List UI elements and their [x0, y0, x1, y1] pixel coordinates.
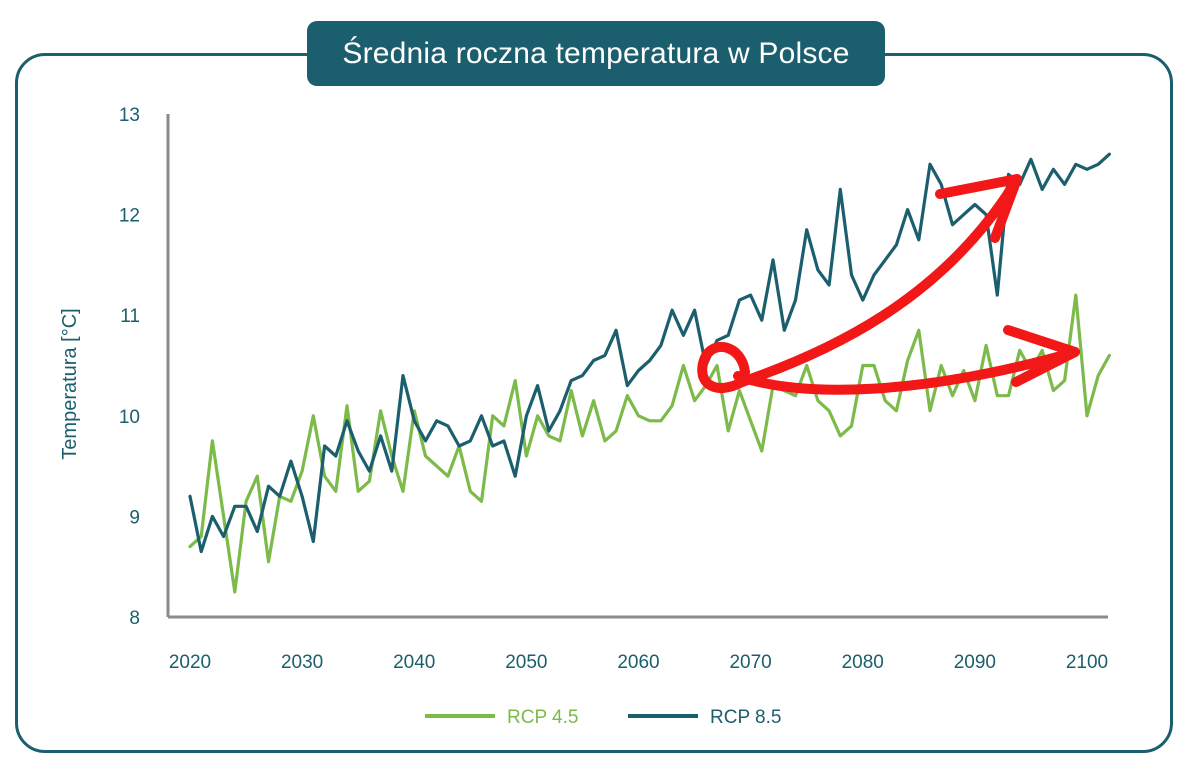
y-tick-label: 11	[120, 306, 140, 327]
axes	[166, 114, 1108, 619]
red-arrows-annotation	[697, 174, 1080, 395]
x-tick-label: 2080	[842, 652, 884, 673]
chart-title: Średnia roczna temperatura w Polsce	[307, 21, 885, 86]
legend-label: RCP 8.5	[710, 707, 781, 728]
x-tick-label: 2050	[505, 652, 547, 673]
x-tick-label: 2030	[281, 652, 323, 673]
legend: RCP 4.5 RCP 8.5	[425, 707, 781, 728]
x-tick-label: 2020	[169, 652, 211, 673]
x-tick-labels: 2020 2030 2040 2050 2060 2070 2080 2090 2100	[169, 652, 1108, 673]
series-layer	[188, 152, 1112, 594]
x-tick-label: 2040	[393, 652, 435, 673]
y-tick-label: 13	[119, 105, 140, 126]
legend-label: RCP 4.5	[507, 707, 578, 728]
x-tick-label: 2100	[1066, 652, 1108, 673]
y-tick-labels: 8 9 10 11 12 13	[119, 105, 140, 629]
y-tick-label: 8	[129, 608, 140, 629]
y-tick-label: 9	[129, 507, 140, 528]
y-axis-label: Temperatura [°C]	[59, 308, 81, 459]
x-tick-label: 2090	[954, 652, 996, 673]
y-tick-label: 12	[119, 206, 140, 227]
x-tick-label: 2060	[617, 652, 659, 673]
series-line-rcp45	[188, 293, 1112, 594]
x-tick-label: 2070	[729, 652, 771, 673]
series-line-rcp85	[188, 152, 1112, 554]
y-tick-label: 10	[119, 407, 140, 428]
arrow-loop	[697, 193, 1010, 393]
arrow-upper-head	[935, 174, 1022, 243]
arrow-lower-shaft	[733, 347, 1080, 395]
arrow-lower-head	[1003, 325, 1080, 387]
